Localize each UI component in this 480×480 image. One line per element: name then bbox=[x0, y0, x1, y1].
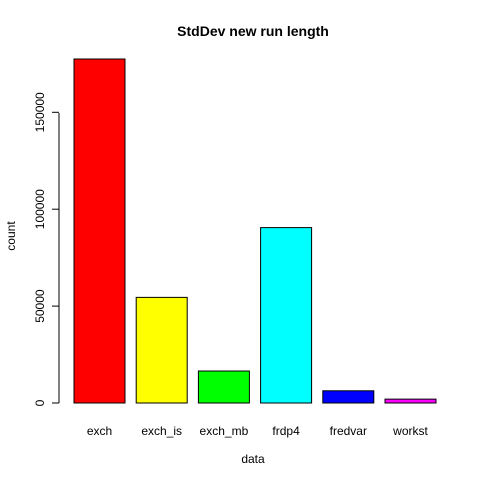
x-tick-label: exch_mb bbox=[200, 424, 249, 438]
chart-title: StdDev new run length bbox=[177, 23, 329, 39]
bar-frdp4 bbox=[261, 228, 312, 403]
y-tick-label: 150000 bbox=[33, 92, 47, 132]
x-tick-label: exch bbox=[87, 424, 112, 438]
bar-exch-is bbox=[136, 297, 187, 403]
bars-group bbox=[74, 59, 436, 403]
bar-exch-mb bbox=[198, 371, 249, 403]
x-axis-label: data bbox=[241, 452, 265, 466]
x-tick-label: workst bbox=[392, 424, 428, 438]
bar-exch bbox=[74, 59, 125, 403]
bar-fredvar bbox=[323, 391, 374, 403]
x-axis-labels: exch exch_is exch_mb frdp4 fredvar workst bbox=[87, 424, 429, 438]
y-tick-label: 0 bbox=[33, 399, 47, 406]
bar-workst bbox=[385, 399, 436, 403]
x-tick-label: exch_is bbox=[141, 424, 182, 438]
x-tick-label: fredvar bbox=[330, 424, 367, 438]
y-axis-label: count bbox=[4, 221, 18, 251]
x-tick-label: frdp4 bbox=[272, 424, 300, 438]
y-tick-label: 50000 bbox=[33, 289, 47, 323]
y-axis: 0 50000 100000 150000 bbox=[33, 92, 59, 406]
y-tick-label: 100000 bbox=[33, 189, 47, 229]
